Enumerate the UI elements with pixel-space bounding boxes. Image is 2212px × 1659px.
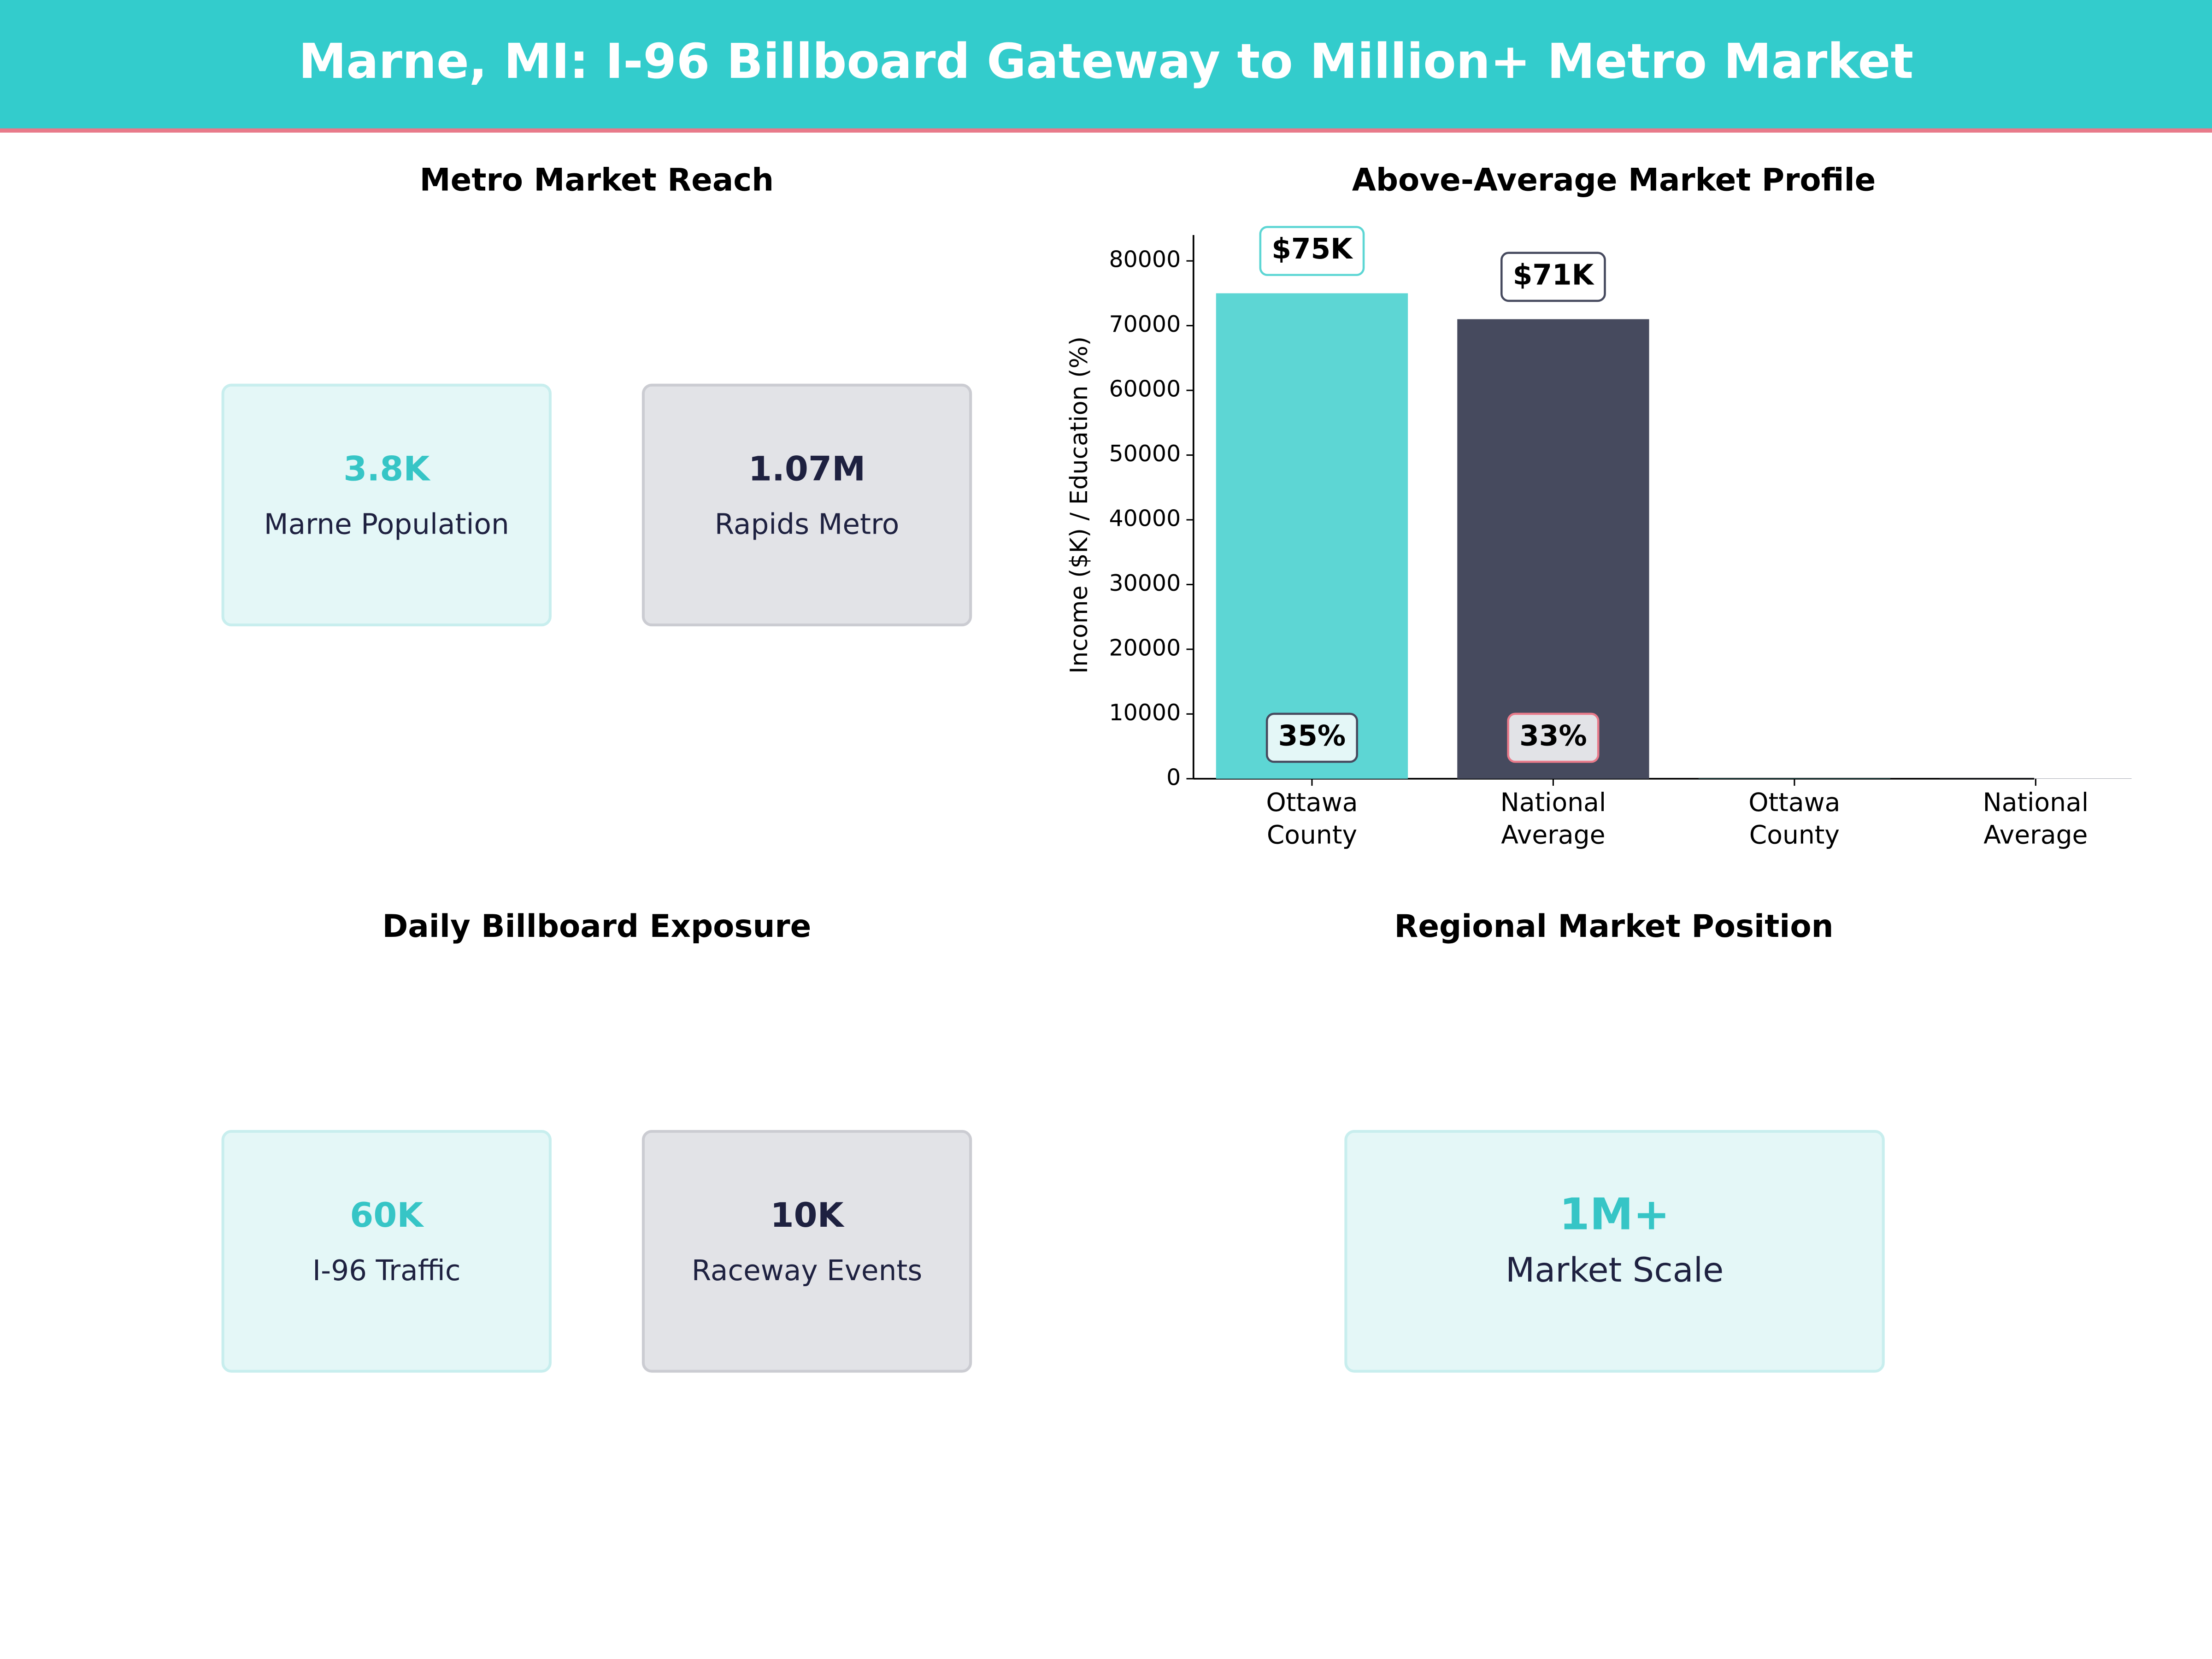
kpi-label: I-96 Traffic: [312, 1254, 460, 1287]
page-title: Marne, MI: I-96 Billboard Gateway to Mil…: [299, 33, 1913, 89]
kpi-value: 3.8K: [343, 449, 431, 488]
panel-title: Regional Market Position: [1394, 908, 1834, 944]
y-tick-label: 0: [1166, 764, 1181, 790]
y-tick-label: 20000: [1109, 635, 1181, 661]
y-tick-label: 80000: [1109, 247, 1181, 273]
kpi-value: 1M+: [1559, 1189, 1670, 1240]
x-tick-label: Ottawa County: [1748, 788, 1840, 849]
kpi-card: [1344, 1130, 1885, 1373]
y-tick-label: 50000: [1109, 441, 1181, 467]
header-band: [0, 0, 2212, 130]
kpi-value: 60K: [350, 1196, 424, 1235]
x-tick-label: Ottawa County: [1266, 788, 1358, 849]
kpi-value: 1.07M: [748, 449, 865, 488]
bar: [1216, 293, 1408, 779]
y-tick-label: 30000: [1109, 570, 1181, 596]
y-tick-label: 60000: [1109, 376, 1181, 402]
kpi-label: Market Scale: [1506, 1251, 1724, 1290]
chart-title: Above-Average Market Profile: [1352, 161, 1876, 198]
y-tick-label: 40000: [1109, 505, 1181, 531]
bar: [1457, 319, 1649, 779]
value-label: $75K: [1271, 233, 1353, 265]
header-rule: [0, 128, 2212, 133]
value-label: 33%: [1519, 720, 1587, 753]
y-axis-label: Income ($K) / Education (%): [1065, 336, 1093, 674]
kpi-label: Marne Population: [264, 508, 509, 541]
y-tick-label: 70000: [1109, 311, 1181, 337]
panel-title: Daily Billboard Exposure: [382, 908, 811, 944]
value-label-box: [1265, 712, 1358, 763]
value-label-box: [1500, 252, 1606, 302]
value-label-box: [1259, 226, 1365, 276]
value-label: $71K: [1513, 259, 1595, 291]
kpi-card: [641, 383, 972, 627]
value-label: 35%: [1278, 720, 1346, 753]
x-tick-label: National Average: [1500, 788, 1606, 849]
x-tick-label: National Average: [1983, 788, 2089, 849]
kpi-label: Raceway Events: [692, 1254, 923, 1287]
kpi-label: Rapids Metro: [715, 508, 900, 541]
kpi-value: 10K: [770, 1196, 845, 1235]
value-label-box: [1507, 712, 1600, 763]
panel-title: Metro Market Reach: [420, 161, 774, 198]
y-tick-label: 10000: [1109, 700, 1181, 726]
kpi-card: [221, 383, 552, 627]
kpi-card: [221, 1130, 552, 1373]
kpi-card: [641, 1130, 972, 1373]
